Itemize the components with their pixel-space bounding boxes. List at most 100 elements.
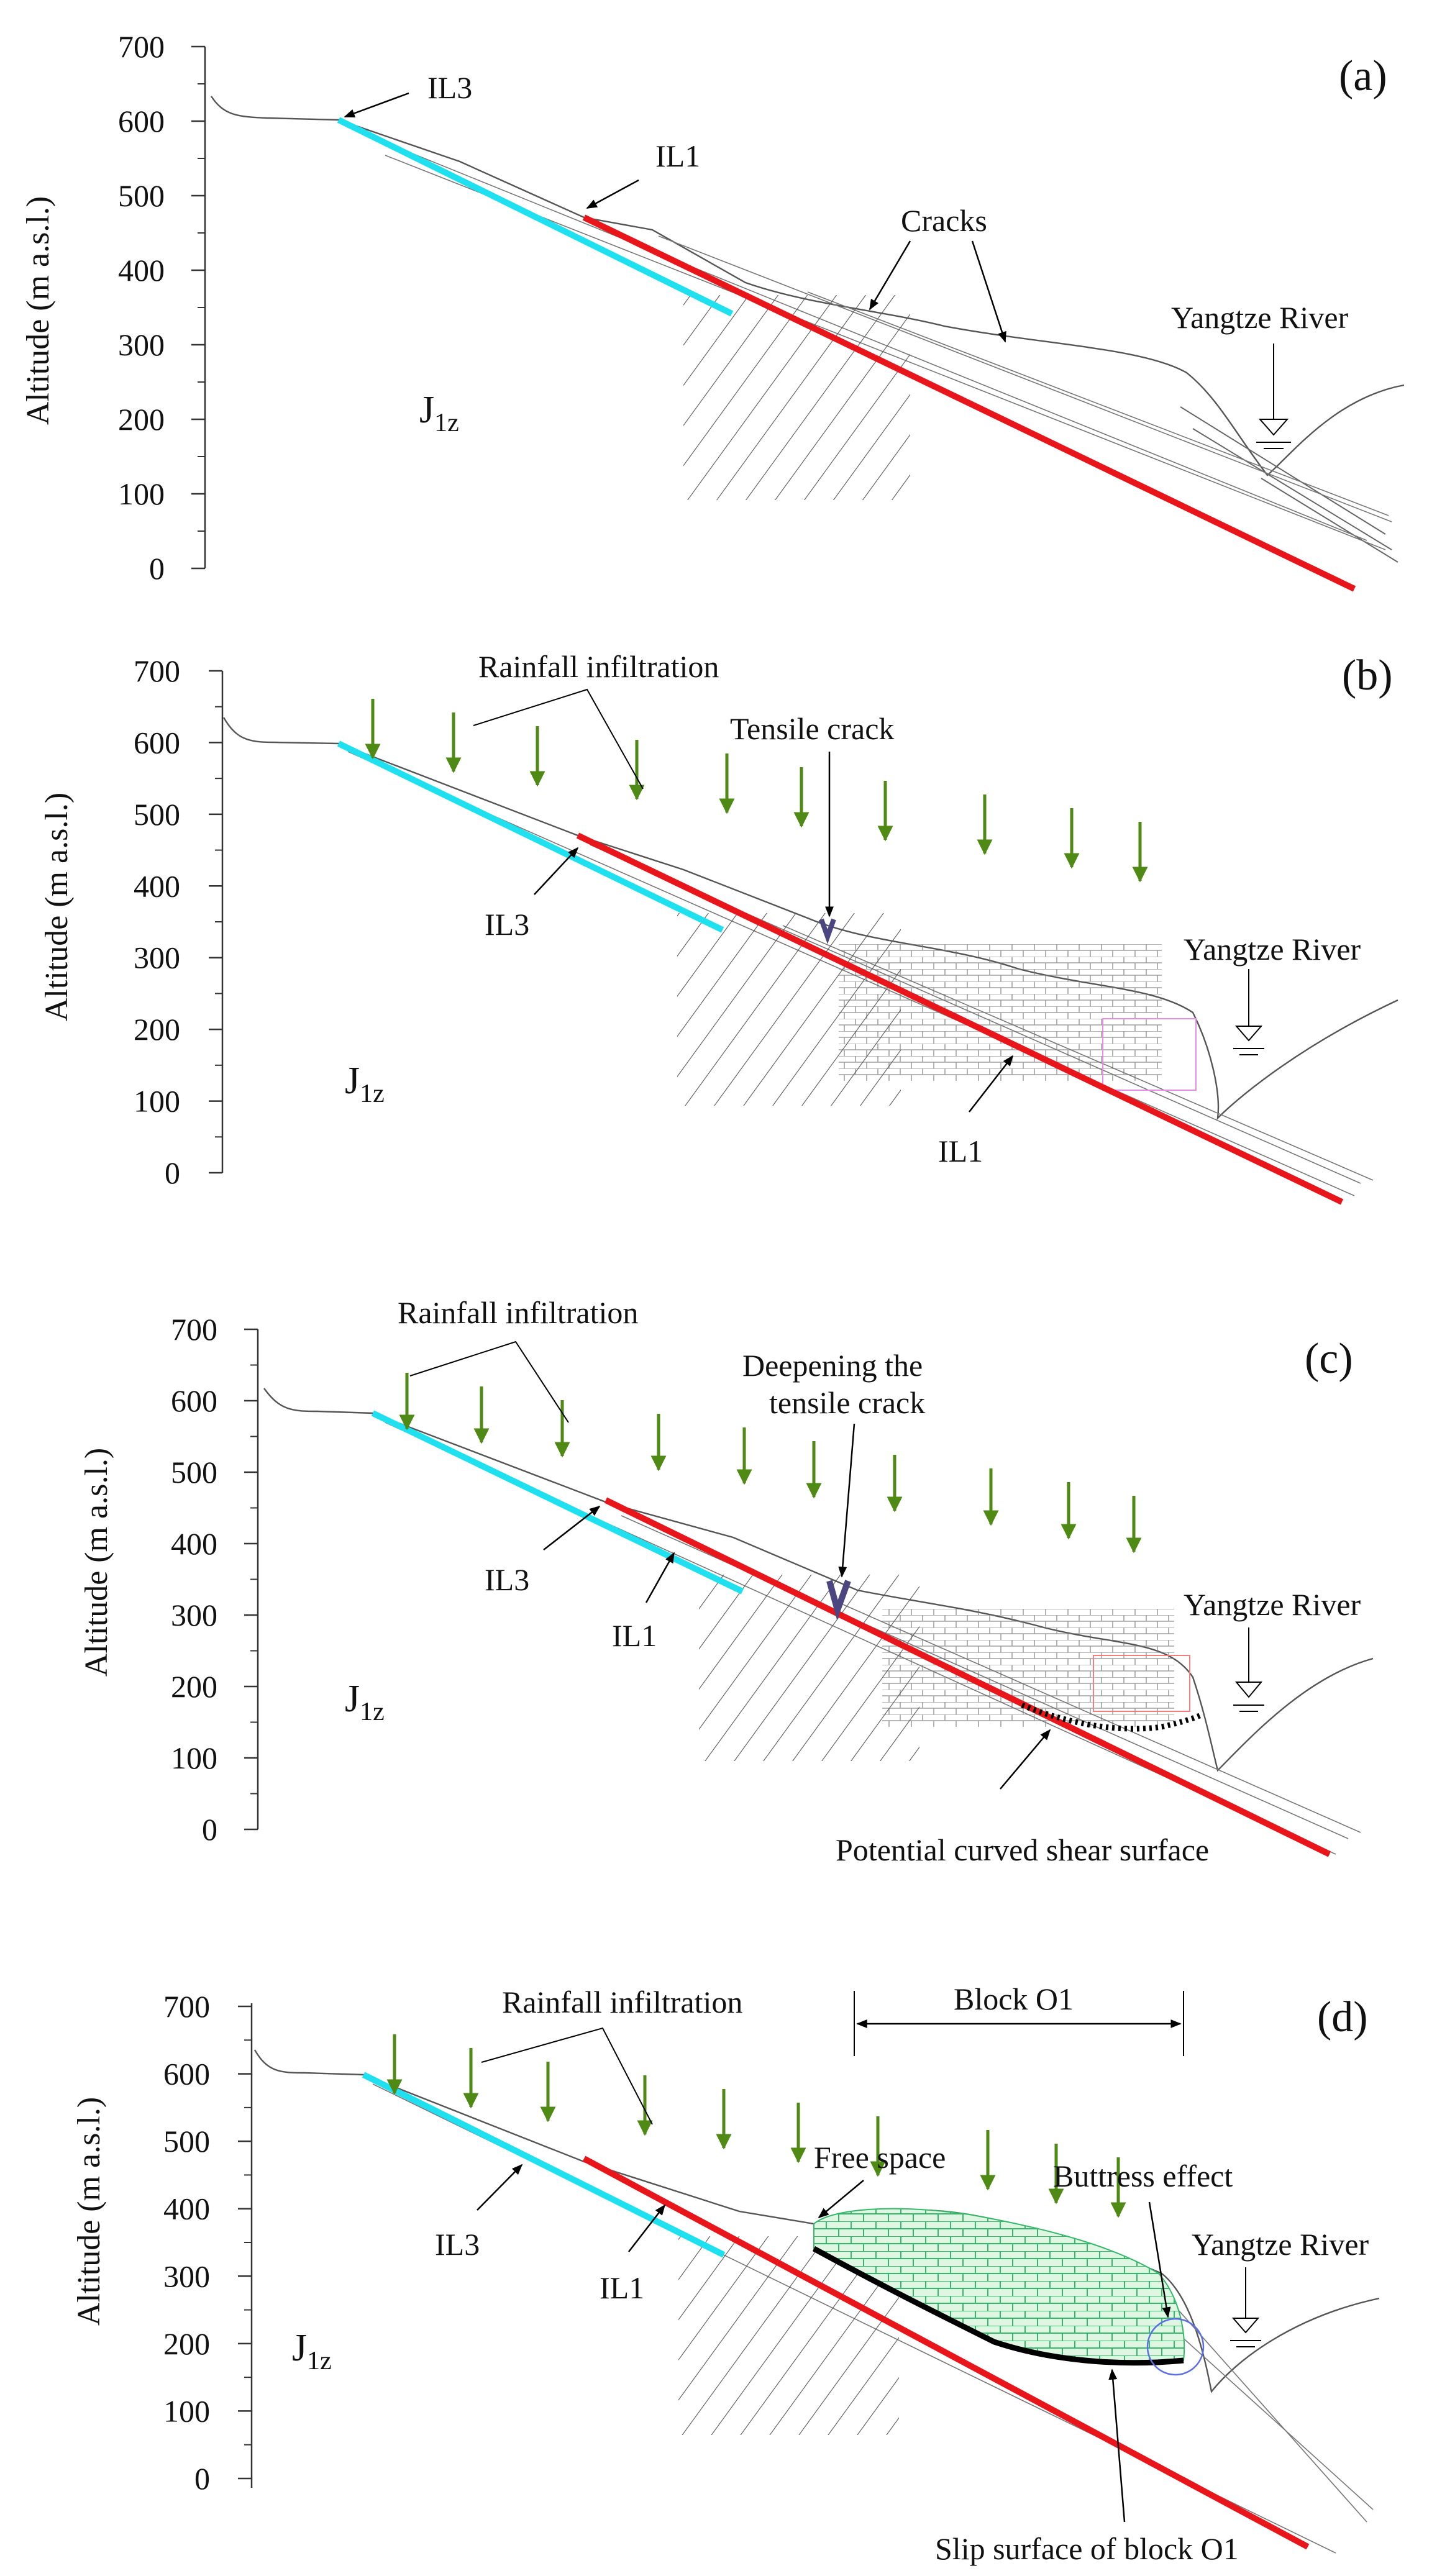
y-tick-label: 500 [171, 1455, 217, 1490]
annotation-river: Yangtze River [1192, 2227, 1369, 2347]
formation-label: J1z [345, 1060, 385, 1108]
y-tick-label: 300 [118, 327, 165, 362]
panel-b: Altitude (m a.s.l.) 0 100 200 300 400 500 600 7… [39, 649, 1398, 1205]
annotation-il3: IL3 [485, 847, 579, 942]
y-tick-label: 0 [202, 1812, 217, 1847]
label-il3: IL3 [435, 2227, 480, 2262]
y-tick-label: 600 [163, 2057, 210, 2091]
panel-label-a: (a) [1339, 52, 1387, 100]
annotation-cracks: Cracks [869, 203, 1006, 343]
y-tick-label: 600 [171, 1383, 217, 1418]
label-rain: Rainfall infiltration [502, 1985, 742, 2019]
annotation-river: Yangtze River [1184, 1587, 1361, 1712]
formation-label: J1z [345, 1678, 385, 1726]
label-il1: IL1 [612, 1618, 657, 1653]
river-bank-lower [1180, 406, 1398, 563]
y-tick-label: 700 [163, 1989, 210, 2024]
formation-subscript: 1z [360, 1080, 385, 1108]
y-tick-label: 700 [171, 1312, 217, 1347]
formation-subscript: 1z [360, 1698, 385, 1726]
y-axis: Altitude (m a.s.l.) 0 100 200 300 400 500 600 7… [39, 653, 224, 1190]
label-river: Yangtze River [1192, 2227, 1369, 2262]
label-river: Yangtze River [1171, 300, 1349, 335]
annotation-rain: Rainfall infiltration [473, 649, 719, 790]
bedrock-hatch [683, 295, 910, 500]
label-il1: IL1 [655, 139, 700, 173]
panel-label-c: (c) [1305, 1335, 1353, 1383]
y-axis-label: Altitude (m a.s.l.) [39, 793, 75, 1021]
label-deepen-1: Deepening the [742, 1348, 923, 1383]
y-tick-label: 300 [163, 2259, 210, 2293]
y-tick-label: 700 [134, 653, 180, 688]
annotation-il1: IL1 [938, 1055, 1014, 1168]
annotation-river: Yangtze River [1184, 932, 1361, 1055]
label-il3: IL3 [485, 907, 529, 942]
buttress-circle [1146, 2318, 1205, 2376]
panel-a: Altitude (m a.s.l.) 0 100 200 300 400 500 600 7… [21, 29, 1405, 592]
il1-line [576, 832, 1344, 1205]
label-slip: Slip surface of block O1 [935, 2531, 1239, 2566]
y-tick-label: 600 [118, 104, 165, 139]
annotation-tensile: Tensile crack [730, 711, 894, 917]
toe-highlight-box [1093, 1655, 1190, 1712]
y-tick-label: 400 [134, 868, 180, 903]
label-tensile: Tensile crack [730, 711, 894, 746]
label-il1: IL1 [600, 2270, 644, 2305]
y-tick-label: 100 [118, 476, 165, 511]
ground-surface [211, 96, 1405, 476]
y-ticks: 0 100 200 300 400 500 600 700 [163, 1989, 252, 2496]
annotation-block: Block O1 [854, 1982, 1184, 2056]
y-tick-label: 0 [149, 551, 165, 586]
annotation-rain: Rainfall infiltration [398, 1295, 638, 1423]
formation-letter: J [292, 2327, 307, 2369]
formation-label: J1z [419, 389, 459, 437]
slip-surface-block-o1 [812, 2246, 1184, 2366]
label-rain: Rainfall infiltration [478, 649, 719, 684]
y-tick-label: 100 [163, 2393, 210, 2428]
il1-line [582, 2155, 1310, 2550]
toe-highlight-box [1102, 1018, 1197, 1091]
annotation-il3: IL3 [485, 1505, 601, 1597]
annotation-slip: Slip surface of block O1 [935, 2369, 1239, 2566]
annotation-buttress: Buttress effect [1053, 2159, 1233, 2318]
panel-c: Altitude (m a.s.l.) 0 100 200 300 400 500 600 7… [79, 1295, 1374, 1867]
annotation-il1: IL1 [600, 2204, 666, 2305]
y-tick-label: 400 [163, 2191, 210, 2226]
y-tick-label: 200 [134, 1012, 180, 1047]
panel-label-b: (b) [1342, 652, 1393, 699]
y-tick-label: 700 [118, 29, 165, 64]
rain-arrows [399, 1373, 1142, 1554]
bedrock-hatch [699, 1575, 919, 1761]
y-axis-label: Altitude (m a.s.l.) [21, 196, 56, 425]
label-il3: IL3 [485, 1562, 529, 1597]
y-tick-label: 100 [134, 1084, 180, 1119]
annotation-shear: Potential curved shear surface [836, 1729, 1209, 1867]
y-tick-label: 500 [163, 2124, 210, 2159]
y-ticks: 0 100 200 300 400 500 600 700 [134, 653, 222, 1190]
label-buttress: Buttress effect [1053, 2159, 1233, 2193]
y-axis: Altitude (m a.s.l.) 0 100 200 300 400 500 600 7… [71, 1989, 253, 2496]
y-tick-label: 300 [134, 940, 180, 975]
formation-letter: J [345, 1678, 360, 1720]
formation-letter: J [345, 1060, 360, 1102]
y-tick-label: 200 [118, 402, 165, 437]
panel-d: Altitude (m a.s.l.) 0 100 200 300 400 500 600 7… [71, 1982, 1380, 2566]
label-deepen-2: tensile crack [769, 1385, 925, 1420]
label-il3: IL3 [427, 70, 472, 105]
y-tick-label: 400 [171, 1526, 217, 1561]
y-tick-label: 600 [134, 725, 180, 760]
label-il1: IL1 [938, 1134, 983, 1168]
y-tick-label: 500 [134, 797, 180, 832]
label-cracks: Cracks [901, 203, 987, 238]
y-tick-label: 200 [171, 1669, 217, 1704]
annotation-deepen: Deepening the tensile crack [742, 1348, 925, 1578]
tensile-crack-mark [826, 1580, 851, 1621]
annotation-rain: Rainfall infiltration [481, 1985, 742, 2125]
rain-arrows [386, 2034, 1126, 2218]
annotation-il3: IL3 [344, 70, 472, 118]
annotation-il1: IL1 [586, 139, 700, 209]
y-tick-label: 500 [118, 178, 165, 213]
formation-subscript: 1z [434, 409, 459, 437]
label-block: Block O1 [954, 1982, 1074, 2016]
